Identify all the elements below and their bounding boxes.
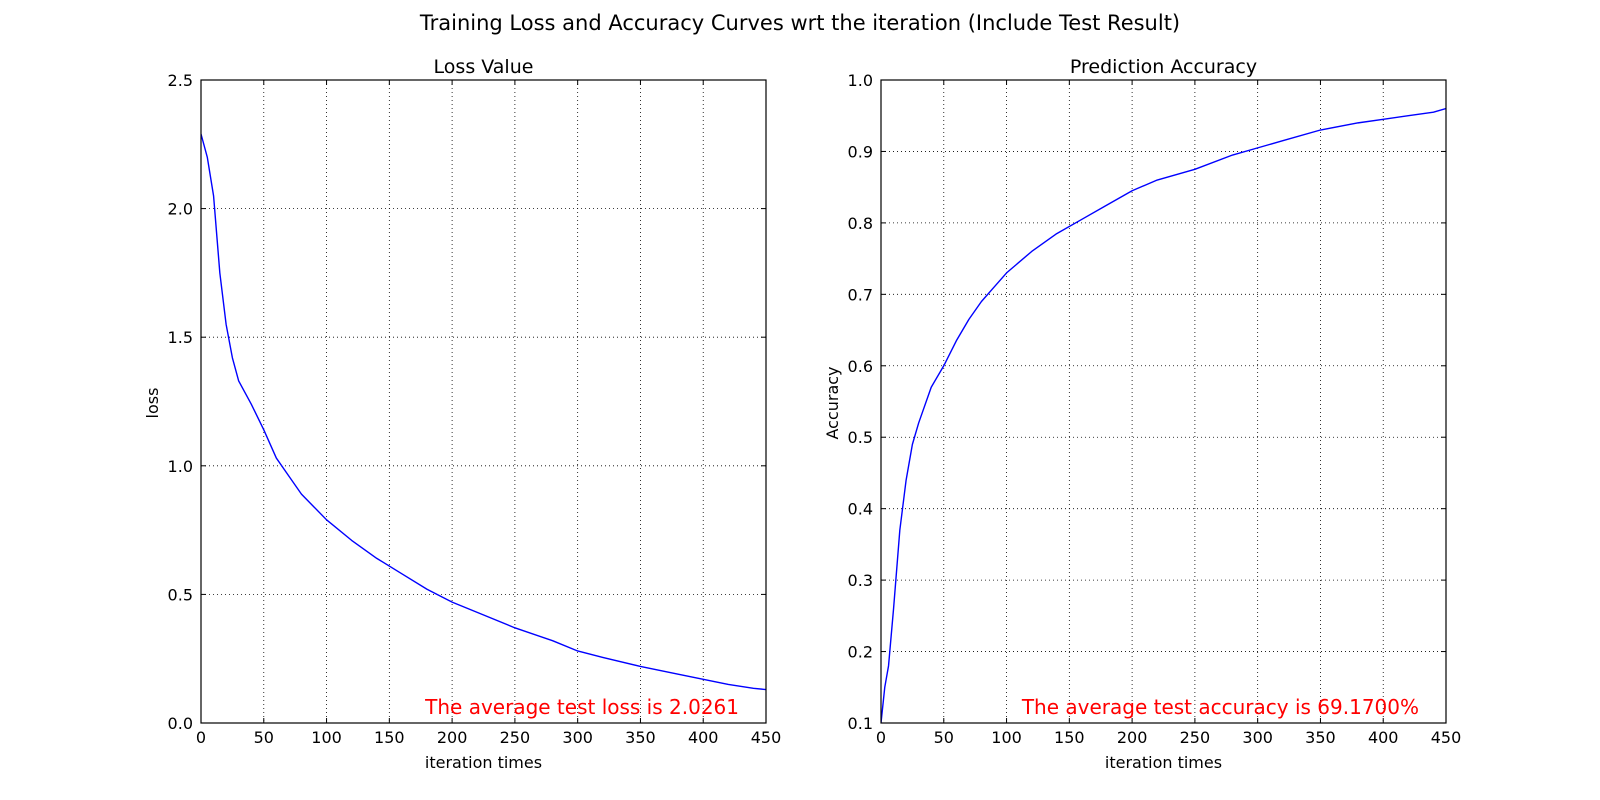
loss-series-line bbox=[201, 133, 766, 691]
accuracy-axes-frame bbox=[880, 79, 1447, 724]
figure-title: Training Loss and Accuracy Curves wrt th… bbox=[419, 11, 1180, 35]
accuracy-x-tick-label: 400 bbox=[1368, 728, 1399, 747]
accuracy-chart-xlabel: iteration times bbox=[1105, 753, 1222, 772]
accuracy-x-tick-label: 100 bbox=[991, 728, 1022, 747]
loss-x-tick-label: 300 bbox=[562, 728, 593, 747]
accuracy-x-tick-label: 350 bbox=[1305, 728, 1336, 747]
loss-chart-ylabel: loss bbox=[143, 388, 162, 419]
loss-chart-annotation: The average test loss is 2.0261 bbox=[424, 695, 739, 719]
loss-y-tick-label: 2.5 bbox=[168, 71, 193, 90]
accuracy-x-tick-label: 0 bbox=[876, 728, 886, 747]
accuracy-y-tick-label: 0.8 bbox=[848, 214, 873, 233]
loss-axes-frame bbox=[200, 79, 767, 724]
accuracy-grid: 0 50 100 150 200 250 300 350 400 450 0.1 0.2 0.3 0.4 0… bbox=[848, 71, 1462, 747]
accuracy-series-line bbox=[881, 107, 1446, 723]
accuracy-x-tick-label: 200 bbox=[1117, 728, 1148, 747]
loss-y-tick-label: 1.5 bbox=[168, 328, 193, 347]
loss-chart-xlabel: iteration times bbox=[425, 753, 542, 772]
loss-chart: 0 50 100 150 200 250 300 350 400 450 0.0 0.5 1.0 1.5 2… bbox=[143, 56, 781, 772]
accuracy-y-tick-label: 0.2 bbox=[848, 643, 873, 662]
loss-chart-title: Loss Value bbox=[434, 56, 534, 78]
accuracy-chart-title: Prediction Accuracy bbox=[1070, 56, 1257, 78]
loss-x-tick-label: 450 bbox=[751, 728, 782, 747]
accuracy-y-tick-label: 0.3 bbox=[848, 571, 873, 590]
loss-x-tick-label: 350 bbox=[625, 728, 656, 747]
accuracy-y-tick-label: 1.0 bbox=[848, 71, 873, 90]
loss-grid: 0 50 100 150 200 250 300 350 400 450 0.0 0.5 1.0 1.5 2… bbox=[168, 71, 782, 747]
loss-y-tick-label: 2.0 bbox=[168, 200, 193, 219]
accuracy-x-tick-label: 300 bbox=[1242, 728, 1273, 747]
accuracy-x-tick-label: 450 bbox=[1431, 728, 1462, 747]
loss-y-tick-label: 1.0 bbox=[168, 457, 193, 476]
accuracy-x-tick-label: 250 bbox=[1180, 728, 1211, 747]
accuracy-y-tick-label: 0.4 bbox=[848, 500, 873, 519]
accuracy-x-tick-label: 150 bbox=[1054, 728, 1085, 747]
loss-x-tick-label: 200 bbox=[437, 728, 468, 747]
accuracy-y-tick-label: 0.1 bbox=[848, 714, 873, 733]
accuracy-y-tick-label: 0.5 bbox=[848, 428, 873, 447]
loss-y-tick-label: 0.5 bbox=[168, 585, 193, 604]
accuracy-y-tick-label: 0.7 bbox=[848, 285, 873, 304]
accuracy-x-tick-label: 50 bbox=[934, 728, 954, 747]
loss-x-tick-label: 150 bbox=[374, 728, 405, 747]
loss-x-tick-label: 400 bbox=[688, 728, 719, 747]
loss-x-tick-label: 100 bbox=[311, 728, 342, 747]
loss-x-tick-label: 250 bbox=[500, 728, 531, 747]
accuracy-chart-ylabel: Accuracy bbox=[823, 366, 842, 439]
loss-y-tick-label: 0.0 bbox=[168, 714, 193, 733]
accuracy-y-tick-label: 0.9 bbox=[848, 142, 873, 161]
accuracy-chart-annotation: The average test accuracy is 69.1700% bbox=[1021, 695, 1419, 719]
loss-x-tick-label: 0 bbox=[196, 728, 206, 747]
loss-x-tick-label: 50 bbox=[254, 728, 274, 747]
accuracy-chart: 0 50 100 150 200 250 300 350 400 450 0.1 0.2 0.3 0.4 0… bbox=[823, 56, 1461, 772]
accuracy-y-tick-label: 0.6 bbox=[848, 357, 873, 376]
